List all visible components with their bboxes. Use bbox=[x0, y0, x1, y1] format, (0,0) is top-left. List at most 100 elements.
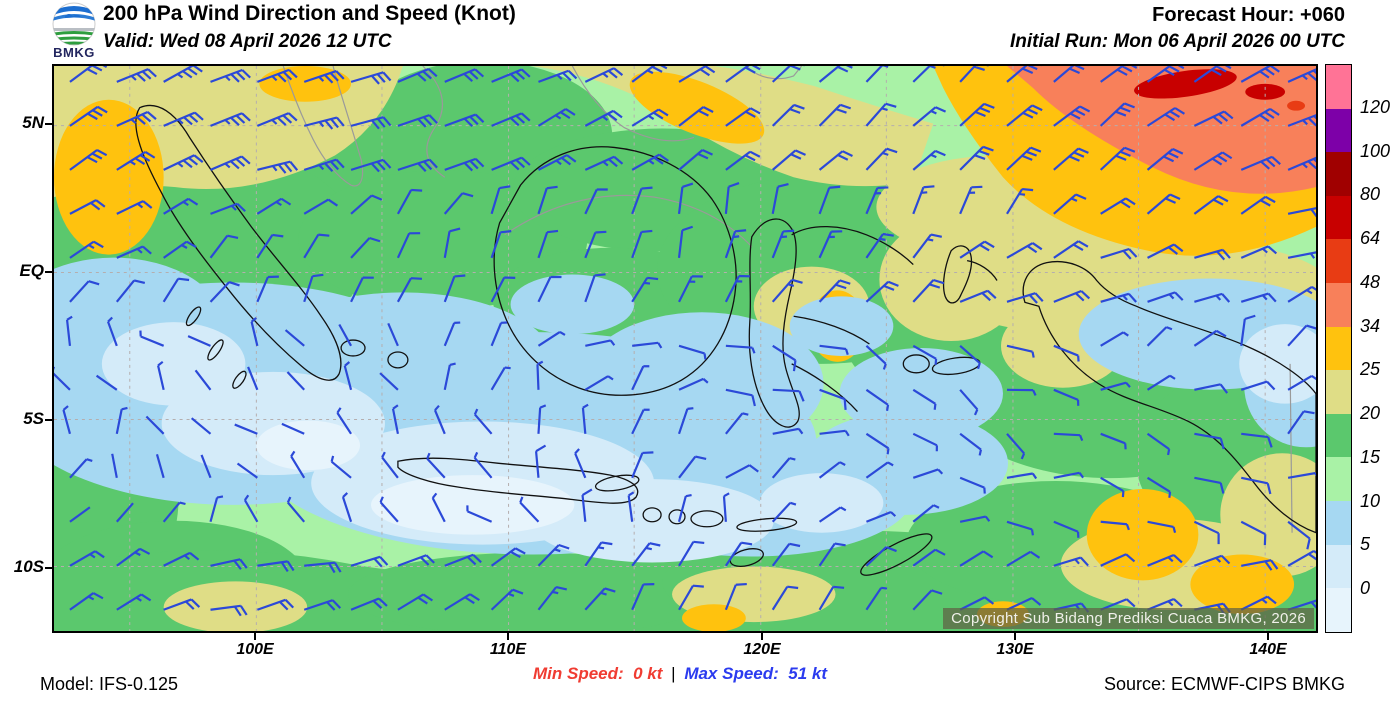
wind-barb bbox=[959, 476, 986, 494]
wind-barb bbox=[1053, 556, 1089, 567]
wind-barb bbox=[65, 315, 73, 346]
max-speed-label: Max Speed: 51 kt bbox=[684, 664, 827, 683]
wind-barb bbox=[1194, 383, 1229, 394]
wind-barb bbox=[631, 66, 668, 83]
wind-barb bbox=[69, 240, 104, 259]
wind-barb bbox=[1240, 595, 1277, 611]
wind-barb bbox=[1240, 314, 1256, 346]
wind-barb bbox=[466, 505, 493, 523]
colorbar-tick-label: 5 bbox=[1360, 534, 1371, 555]
wind-barb bbox=[1241, 432, 1273, 448]
wind-barb bbox=[631, 276, 659, 303]
wind-barb bbox=[724, 274, 750, 303]
wind-barb bbox=[534, 444, 547, 478]
wind-barb bbox=[865, 66, 889, 83]
wind-barb bbox=[677, 182, 694, 214]
wind-barb bbox=[1006, 597, 1042, 611]
initial-run-label: Initial Run: Mon 06 April 2026 00 UTC bbox=[1009, 31, 1345, 52]
wind-barb bbox=[490, 321, 508, 347]
wind-barb bbox=[1193, 151, 1233, 171]
island-lombok bbox=[668, 509, 686, 525]
wind-barb bbox=[819, 388, 847, 410]
wind-barb bbox=[286, 371, 306, 391]
wind-barb bbox=[725, 344, 756, 354]
wind-barb bbox=[281, 422, 305, 435]
wind-barb bbox=[1053, 388, 1080, 406]
wind-barb bbox=[163, 66, 203, 83]
x-tick-mark bbox=[254, 633, 256, 640]
wind-barb bbox=[724, 182, 740, 214]
wind-barb bbox=[818, 461, 846, 479]
wind-barb bbox=[1100, 197, 1136, 215]
wind-barb bbox=[537, 586, 568, 611]
wind-barb bbox=[1146, 326, 1173, 347]
wind-barb bbox=[912, 106, 947, 127]
wind-barb bbox=[1146, 476, 1172, 498]
wind-barb bbox=[678, 66, 716, 83]
wind-barb bbox=[772, 149, 806, 171]
colorbar-segment bbox=[1326, 326, 1351, 371]
coastline-sulawesi-se-arm bbox=[791, 363, 858, 412]
wind-barb bbox=[1240, 520, 1267, 546]
wind-barb bbox=[1193, 195, 1229, 215]
wind-barb bbox=[725, 464, 759, 479]
y-tick-mark bbox=[45, 271, 52, 273]
wind-barb bbox=[865, 345, 887, 370]
wind-barb bbox=[397, 158, 438, 173]
wind-barb bbox=[1147, 520, 1177, 533]
colorbar-segment bbox=[1326, 195, 1351, 240]
wind-barb bbox=[959, 596, 995, 611]
wind-barb bbox=[397, 554, 435, 567]
wind-barb bbox=[444, 553, 482, 567]
wind-barb bbox=[490, 366, 511, 391]
wind-barb bbox=[725, 388, 756, 407]
border-papua-new-guinea bbox=[1289, 363, 1293, 533]
wind-barb bbox=[1287, 520, 1311, 550]
wind-barb bbox=[912, 66, 945, 83]
bmkg-logo-globe bbox=[52, 2, 96, 46]
wind-barb bbox=[818, 585, 845, 611]
border-malaysia-borneo bbox=[504, 194, 753, 248]
wind-barb bbox=[286, 496, 306, 523]
bmkg-logo-text: BMKG bbox=[53, 45, 95, 60]
wind-barb bbox=[724, 582, 747, 611]
wind-barb bbox=[1147, 554, 1183, 567]
wind-barb bbox=[1006, 146, 1042, 171]
x-tick-label: 110E bbox=[489, 641, 527, 658]
wind-barb bbox=[677, 493, 692, 523]
x-tick-mark bbox=[1014, 633, 1016, 640]
wind-barb bbox=[584, 109, 623, 127]
wind-barb bbox=[1194, 476, 1225, 494]
wind-barb bbox=[678, 149, 713, 171]
wind-barb bbox=[912, 233, 943, 259]
wind-barb bbox=[724, 541, 753, 567]
x-tick-mark bbox=[1267, 633, 1269, 640]
wind-barb bbox=[256, 197, 292, 215]
wind-barb bbox=[95, 374, 118, 391]
colorbar-tick-label: 0 bbox=[1360, 578, 1371, 599]
wind-barb bbox=[350, 236, 381, 259]
y-tick-label: 5N bbox=[22, 113, 44, 132]
island-madura bbox=[594, 474, 640, 492]
wind-barb bbox=[303, 273, 324, 303]
wind-barb bbox=[818, 150, 853, 171]
wind-map: Copyright Sub Bidang Prediksi Cuaca BMKG… bbox=[52, 64, 1318, 633]
wind-barb bbox=[1240, 66, 1280, 83]
wind-barb bbox=[1287, 68, 1316, 83]
wind-barb bbox=[1147, 243, 1184, 259]
wind-barb bbox=[725, 107, 761, 127]
coastline-layer bbox=[135, 104, 1316, 576]
x-tick-mark bbox=[507, 633, 509, 640]
wind-barb bbox=[162, 277, 190, 303]
wind-barb bbox=[678, 106, 714, 127]
wind-barb bbox=[819, 344, 849, 355]
wind-barb bbox=[350, 116, 392, 130]
wind-barb bbox=[585, 339, 616, 347]
wind-barb bbox=[865, 280, 899, 303]
gridline-layer bbox=[54, 66, 1316, 631]
coastline-malay-peninsula bbox=[282, 66, 364, 187]
wind-barb bbox=[303, 599, 342, 611]
wind-barb bbox=[1006, 242, 1043, 259]
source-label: Source: ECMWF-CIPS BMKG bbox=[1103, 674, 1345, 694]
wind-barb bbox=[1241, 559, 1279, 571]
